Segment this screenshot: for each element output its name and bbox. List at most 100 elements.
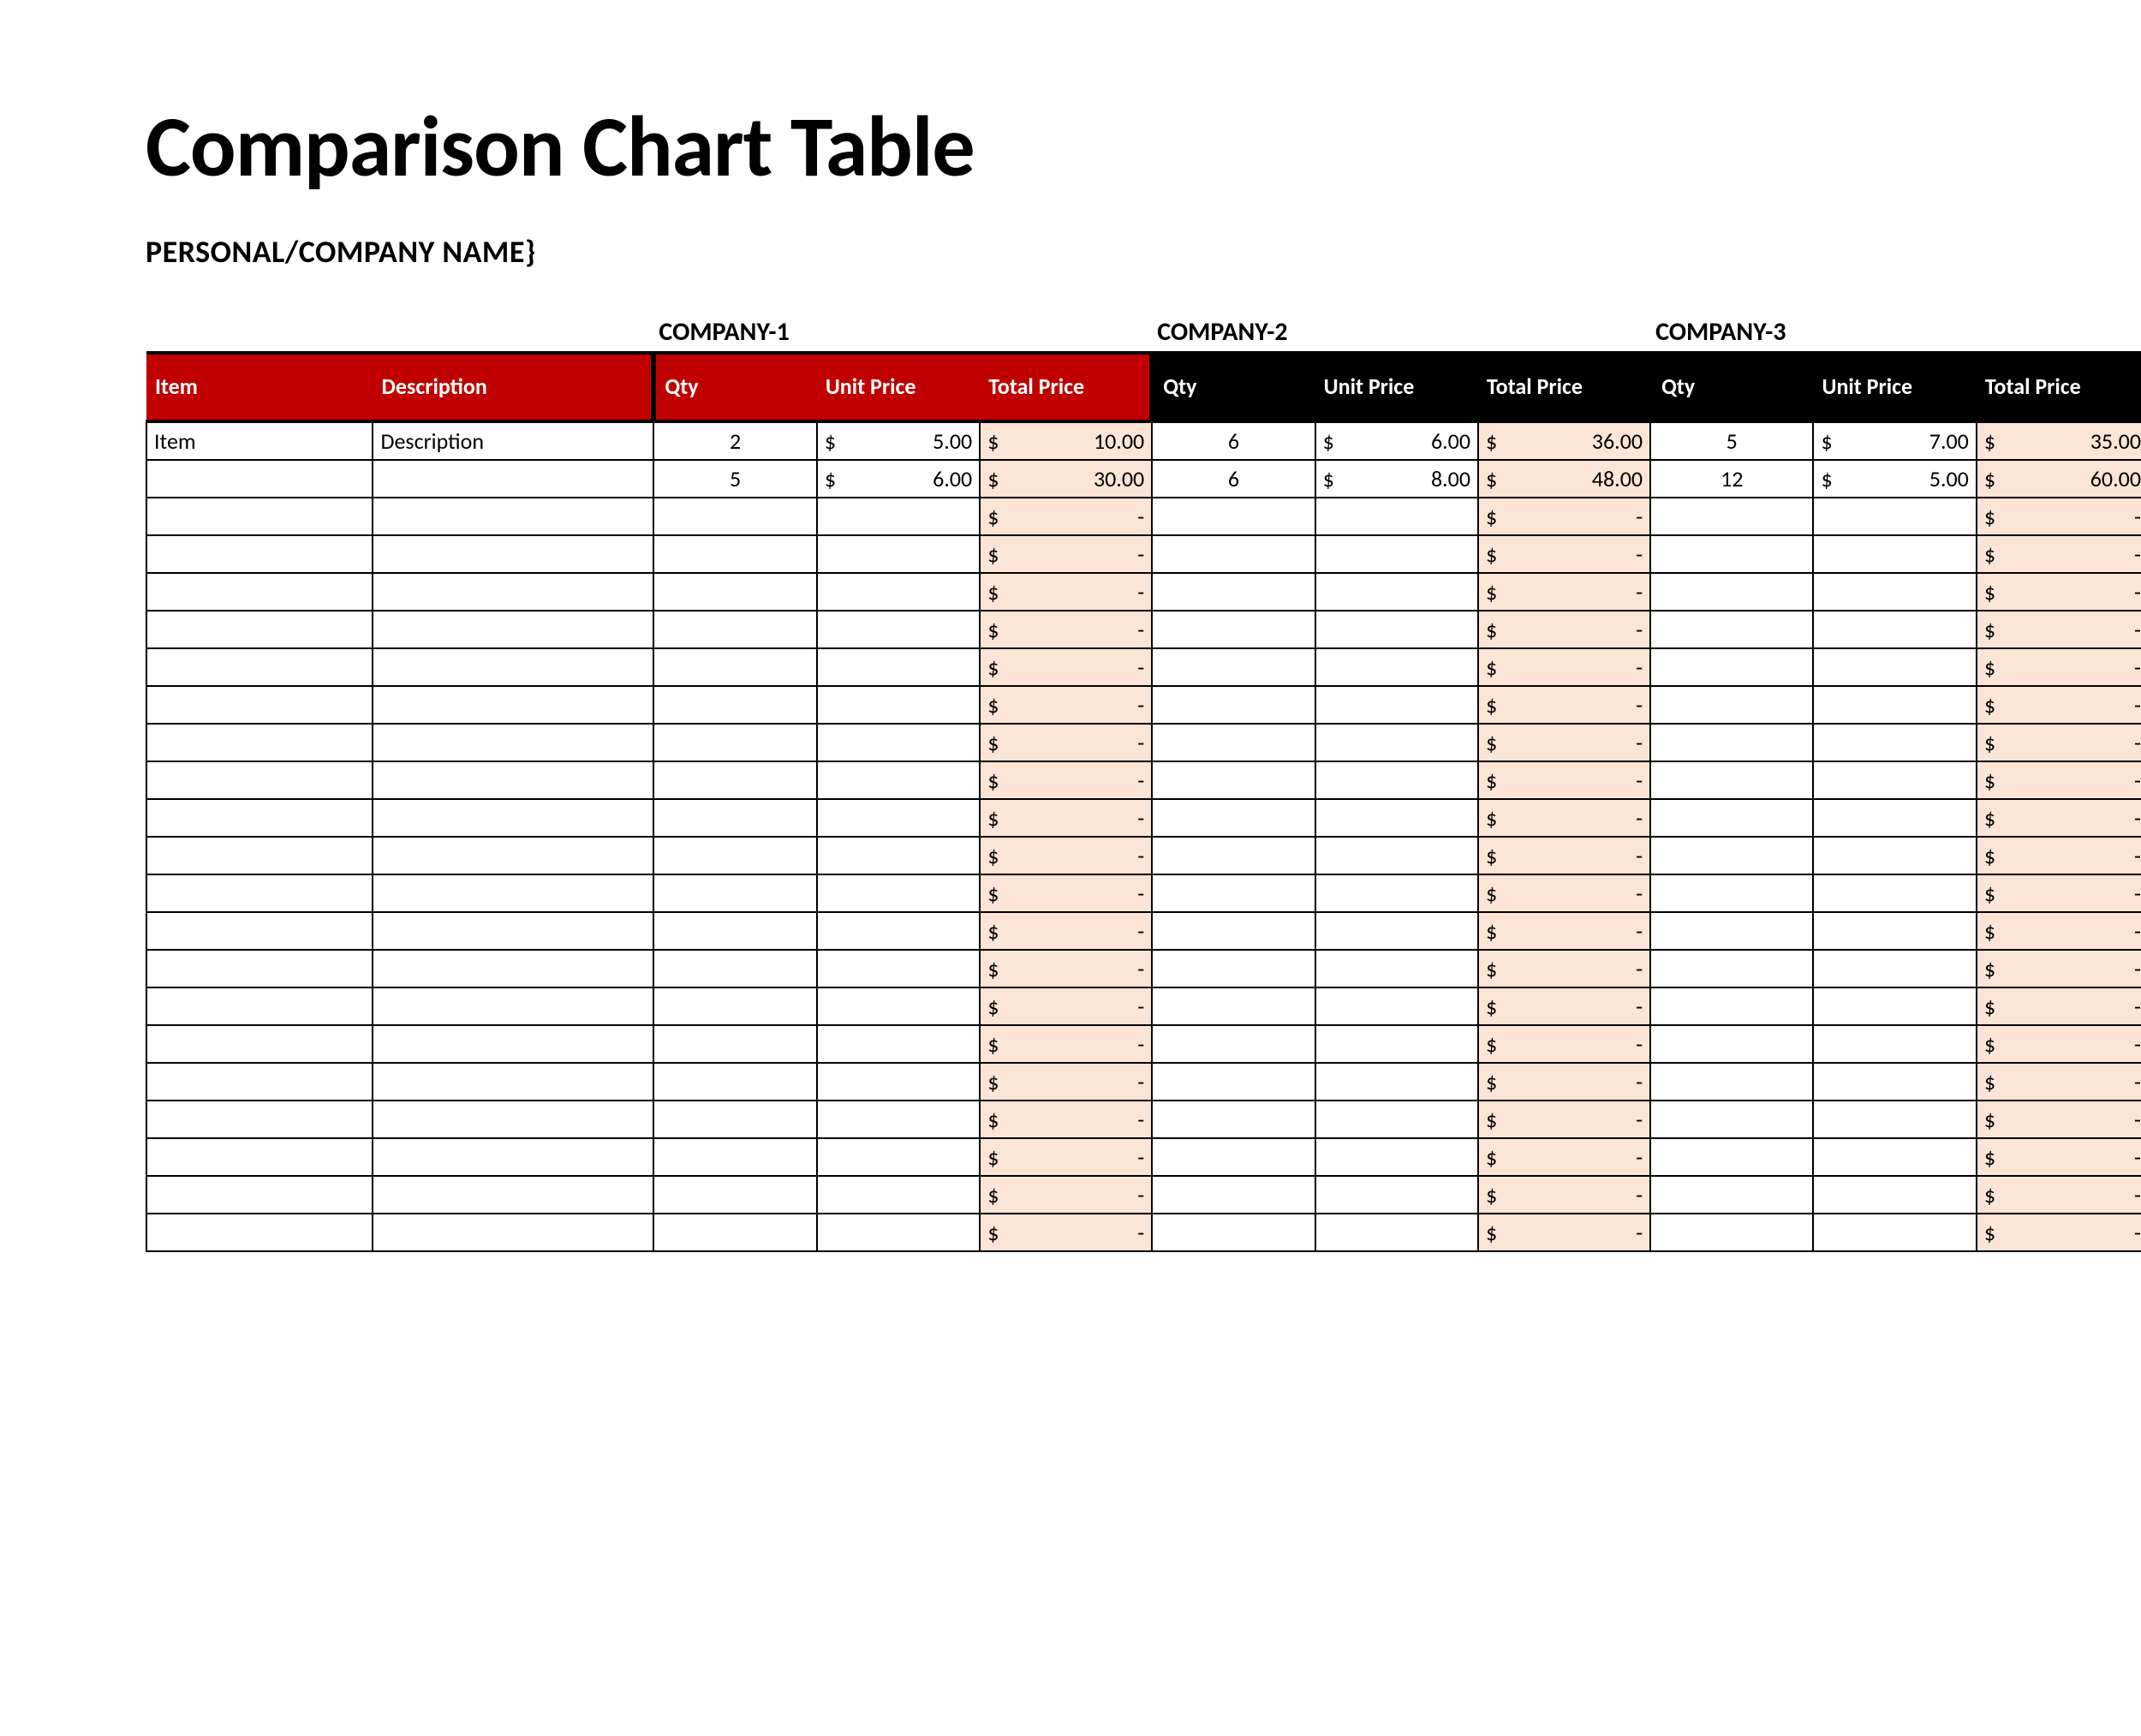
currency-cell[interactable]: $- <box>1977 761 2141 799</box>
unit-price-cell[interactable] <box>1315 1025 1478 1063</box>
table-cell[interactable] <box>146 761 373 799</box>
unit-price-cell[interactable] <box>1315 761 1478 799</box>
unit-price-cell[interactable] <box>1813 573 1976 611</box>
table-cell[interactable] <box>146 1176 373 1214</box>
currency-cell[interactable]: $- <box>1478 1138 1650 1176</box>
currency-cell[interactable]: $- <box>980 1214 1152 1251</box>
unit-price-cell[interactable] <box>1315 1214 1478 1251</box>
qty-cell[interactable]: 6 <box>1152 460 1315 498</box>
currency-cell[interactable]: $- <box>980 987 1152 1025</box>
currency-cell[interactable]: $- <box>980 761 1152 799</box>
table-cell[interactable] <box>373 874 653 912</box>
unit-price-cell[interactable] <box>1813 799 1976 837</box>
table-cell[interactable] <box>373 1176 653 1214</box>
table-cell[interactable] <box>146 874 373 912</box>
table-cell[interactable] <box>146 912 373 950</box>
table-cell[interactable] <box>146 837 373 874</box>
qty-cell[interactable] <box>1152 1214 1315 1251</box>
currency-cell[interactable]: $- <box>1977 1063 2141 1101</box>
currency-cell[interactable]: $- <box>980 912 1152 950</box>
currency-cell[interactable]: $- <box>1977 648 2141 686</box>
table-cell[interactable] <box>146 535 373 573</box>
currency-cell[interactable]: $- <box>980 874 1152 912</box>
qty-cell[interactable] <box>653 1063 816 1101</box>
currency-cell[interactable]: $- <box>980 837 1152 874</box>
qty-cell[interactable] <box>653 912 816 950</box>
currency-cell[interactable]: $5.00 <box>1813 460 1976 498</box>
unit-price-cell[interactable] <box>1813 1138 1976 1176</box>
table-cell[interactable] <box>373 837 653 874</box>
unit-price-cell[interactable] <box>1813 1176 1976 1214</box>
table-cell[interactable]: Description <box>373 421 653 460</box>
table-cell[interactable] <box>146 724 373 761</box>
currency-cell[interactable]: $- <box>1478 912 1650 950</box>
currency-cell[interactable]: $- <box>1977 1025 2141 1063</box>
currency-cell[interactable]: $- <box>1977 611 2141 648</box>
unit-price-cell[interactable] <box>1813 535 1976 573</box>
currency-cell[interactable]: $- <box>1478 573 1650 611</box>
currency-cell[interactable]: $- <box>980 1176 1152 1214</box>
qty-cell[interactable] <box>1152 912 1315 950</box>
qty-cell[interactable] <box>1650 1063 1813 1101</box>
currency-cell[interactable]: $- <box>1977 535 2141 573</box>
unit-price-cell[interactable] <box>817 950 980 987</box>
qty-cell[interactable] <box>1152 1025 1315 1063</box>
table-cell[interactable] <box>373 724 653 761</box>
qty-cell[interactable] <box>1650 648 1813 686</box>
qty-cell[interactable] <box>653 1101 816 1138</box>
currency-cell[interactable]: $- <box>1977 498 2141 535</box>
currency-cell[interactable]: $- <box>1977 1176 2141 1214</box>
qty-cell[interactable] <box>653 987 816 1025</box>
table-cell[interactable] <box>373 987 653 1025</box>
qty-cell[interactable] <box>1152 837 1315 874</box>
unit-price-cell[interactable] <box>1315 648 1478 686</box>
unit-price-cell[interactable] <box>1813 987 1976 1025</box>
qty-cell[interactable] <box>1650 1214 1813 1251</box>
qty-cell[interactable] <box>1650 686 1813 724</box>
table-cell[interactable] <box>146 799 373 837</box>
currency-cell[interactable]: $- <box>980 1025 1152 1063</box>
qty-cell[interactable] <box>653 724 816 761</box>
table-cell[interactable] <box>146 686 373 724</box>
table-cell[interactable] <box>373 686 653 724</box>
qty-cell[interactable] <box>1650 987 1813 1025</box>
currency-cell[interactable]: $- <box>1478 987 1650 1025</box>
qty-cell[interactable] <box>653 686 816 724</box>
qty-cell[interactable] <box>653 837 816 874</box>
currency-cell[interactable]: $- <box>1478 950 1650 987</box>
unit-price-cell[interactable] <box>1315 724 1478 761</box>
unit-price-cell[interactable] <box>817 648 980 686</box>
currency-cell[interactable]: $- <box>1977 912 2141 950</box>
unit-price-cell[interactable] <box>817 837 980 874</box>
unit-price-cell[interactable] <box>817 686 980 724</box>
unit-price-cell[interactable] <box>817 535 980 573</box>
unit-price-cell[interactable] <box>1315 498 1478 535</box>
table-cell[interactable] <box>373 648 653 686</box>
currency-cell[interactable]: $7.00 <box>1813 421 1976 460</box>
table-cell[interactable] <box>373 573 653 611</box>
unit-price-cell[interactable] <box>1315 1063 1478 1101</box>
currency-cell[interactable]: $- <box>1977 686 2141 724</box>
currency-cell[interactable]: $8.00 <box>1315 460 1478 498</box>
currency-cell[interactable]: $- <box>1478 1176 1650 1214</box>
qty-cell[interactable] <box>1650 498 1813 535</box>
currency-cell[interactable]: $- <box>1977 724 2141 761</box>
currency-cell[interactable]: $- <box>980 724 1152 761</box>
unit-price-cell[interactable] <box>1315 1176 1478 1214</box>
currency-cell[interactable]: $36.00 <box>1478 421 1650 460</box>
qty-cell[interactable] <box>1650 535 1813 573</box>
qty-cell[interactable] <box>1152 573 1315 611</box>
unit-price-cell[interactable] <box>817 724 980 761</box>
qty-cell[interactable]: 2 <box>653 421 816 460</box>
currency-cell[interactable]: $10.00 <box>980 421 1152 460</box>
qty-cell[interactable] <box>1152 799 1315 837</box>
currency-cell[interactable]: $- <box>1478 648 1650 686</box>
table-cell[interactable] <box>146 1063 373 1101</box>
unit-price-cell[interactable] <box>1315 611 1478 648</box>
unit-price-cell[interactable] <box>1813 686 1976 724</box>
unit-price-cell[interactable] <box>1315 950 1478 987</box>
table-cell[interactable] <box>373 1138 653 1176</box>
unit-price-cell[interactable] <box>1315 1101 1478 1138</box>
unit-price-cell[interactable] <box>1315 874 1478 912</box>
unit-price-cell[interactable] <box>817 1176 980 1214</box>
